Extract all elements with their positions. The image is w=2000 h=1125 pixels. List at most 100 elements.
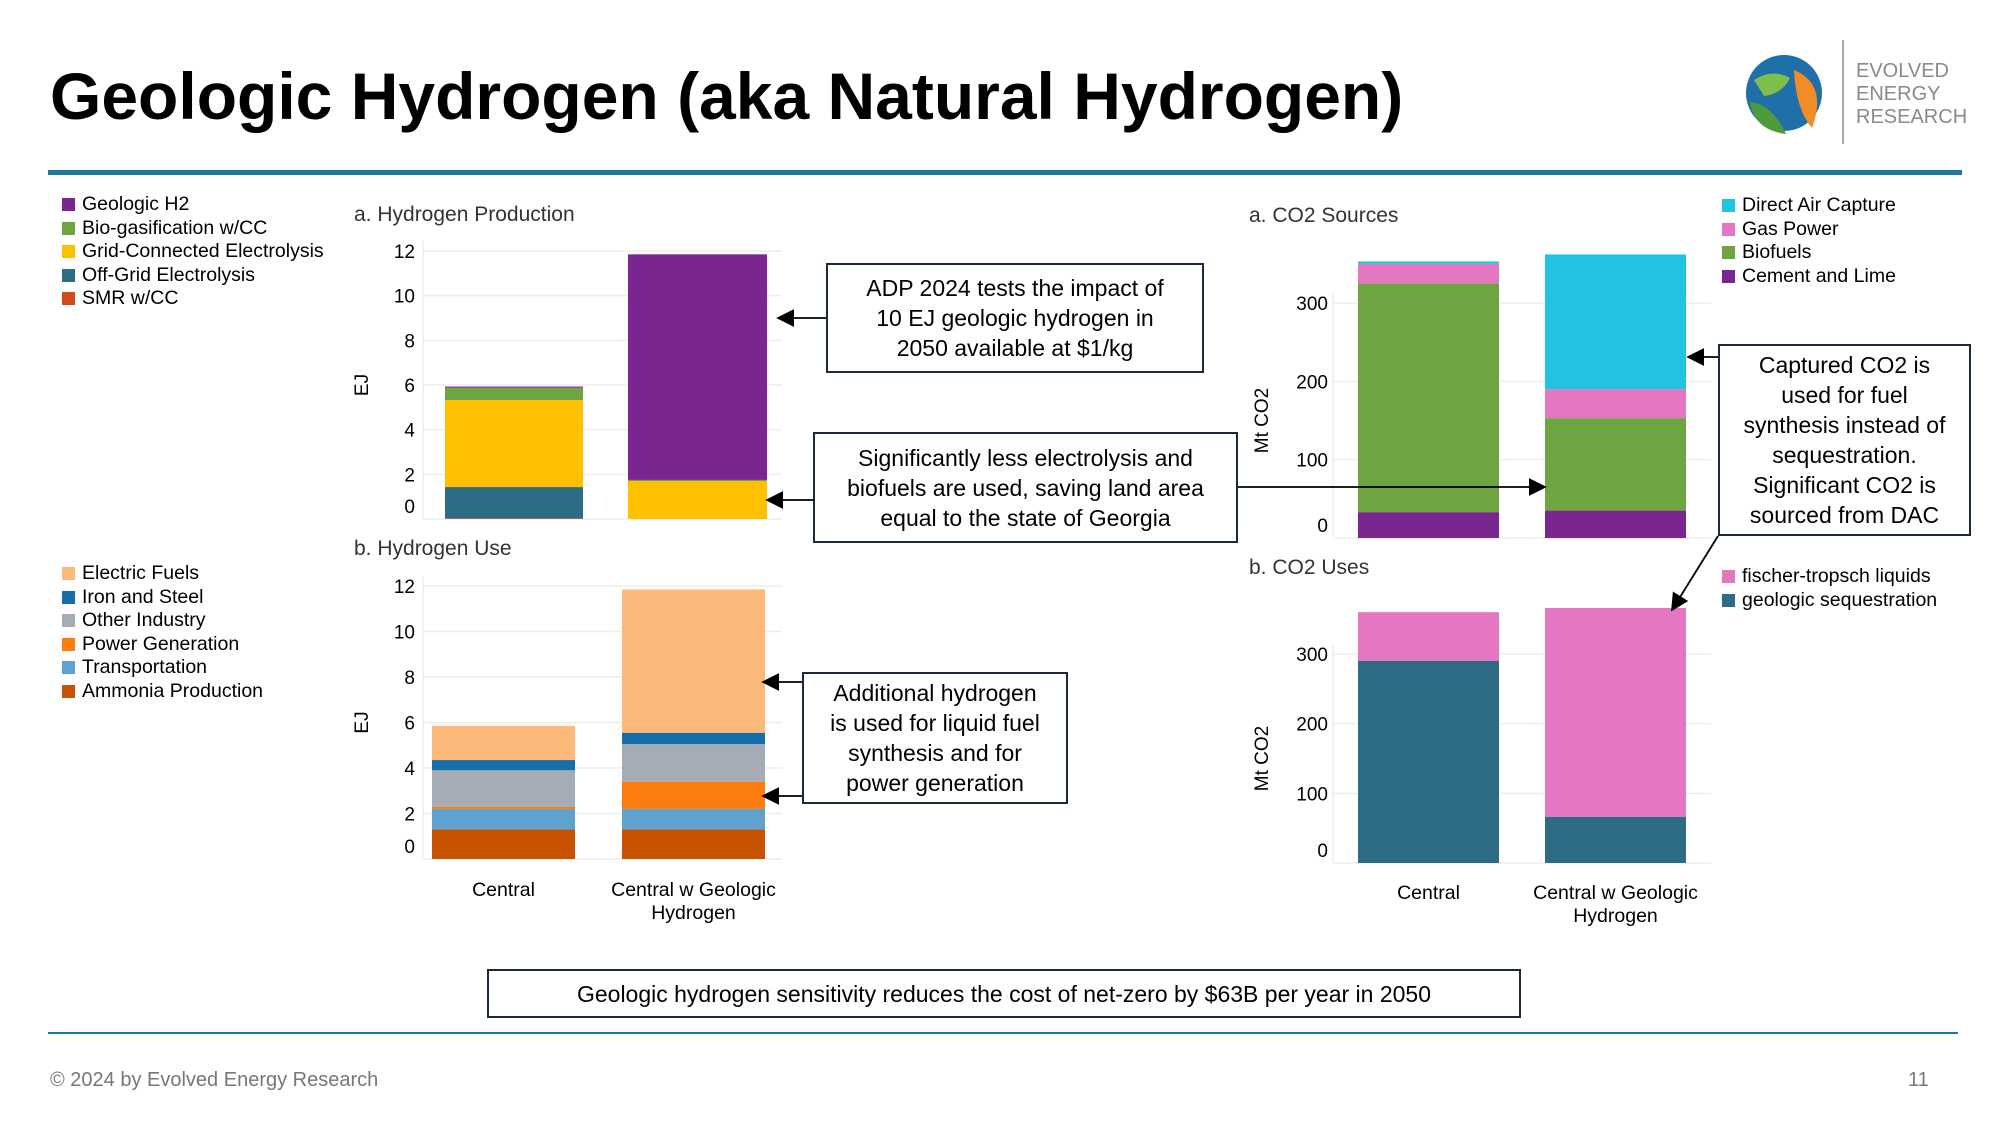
legend-item: fischer-tropsch liquids (1722, 565, 1937, 589)
y-axis-label: Mt CO2 (1252, 726, 1273, 791)
legend-item: SMR w/CC (62, 287, 324, 311)
y-tick-label: 10 (394, 623, 415, 644)
legend-item: Bio-gasification w/CC (62, 217, 324, 241)
x-tick-label: Hydrogen (1573, 905, 1658, 927)
y-tick-label: 8 (404, 668, 415, 689)
legend-swatch (1722, 222, 1735, 236)
bar-segment-iron-and-steel (432, 760, 575, 771)
bar-segment-direct-air-capture (1545, 254, 1686, 390)
legend-item: Transportation (62, 656, 263, 680)
y-tick-label: 6 (404, 714, 415, 735)
y-tick-label: 4 (404, 421, 415, 442)
bar-segment-power-generation (432, 806, 575, 809)
footer-rule (48, 1032, 1958, 1034)
bar-segment-other-industry (622, 744, 765, 782)
bar-segment-smr-w-cc (445, 518, 583, 519)
legend-item: Grid-Connected Electrolysis (62, 240, 324, 264)
logo-line: EVOLVED (1856, 60, 1949, 82)
legend-swatch (1722, 269, 1735, 283)
bar-segment-iron-and-steel (622, 732, 765, 745)
y-tick-label: 0 (1317, 841, 1328, 862)
callout-line: equal to the state of Georgia (880, 504, 1171, 531)
legend-co2-sources: Direct Air Capture Gas Power Biofuels Cemen… (1722, 194, 1896, 288)
legend-swatch (62, 661, 75, 675)
bar-segment-cement-and-lime (1358, 512, 1499, 538)
callout-line: used for fuel (1781, 382, 1908, 408)
legend-label: Power Generation (82, 632, 240, 655)
bar-segment-gas-power (1545, 389, 1686, 419)
chart-title: a. Hydrogen Production (354, 203, 575, 226)
y-tick-label: 8 (404, 331, 415, 352)
bar-segment-cement-and-lime (1545, 510, 1686, 538)
legend-use: Electric Fuels Iron and Steel Other Indust… (62, 562, 263, 703)
legend-item: Power Generation (62, 633, 263, 657)
callout-cost-summary: Geologic hydrogen sensitivity reduces th… (487, 969, 1521, 1018)
legend-swatch (1722, 570, 1735, 584)
y-tick-label: 12 (394, 242, 415, 263)
bar-segment-biofuels (1358, 283, 1499, 513)
callout-line: Significant CO2 is (1753, 472, 1936, 498)
x-tick-label: Central w Geologic (1533, 882, 1698, 904)
legend-swatch (62, 292, 75, 306)
legend-label: Biofuels (1742, 241, 1812, 263)
y-tick-label: 6 (404, 376, 415, 397)
legend-swatch (62, 590, 75, 604)
legend-item: Direct Air Capture (1722, 194, 1896, 218)
callout-line: sourced from DAC (1749, 502, 1940, 528)
x-tick-label: Central (1397, 882, 1460, 904)
legend-co2-uses: fischer-tropsch liquids geologic sequestr… (1722, 565, 1937, 612)
legend-swatch (62, 614, 75, 628)
bar-segment-biofuels (1545, 418, 1686, 511)
y-tick-label: 0 (404, 497, 415, 518)
globe-leaf-icon (1746, 55, 1822, 134)
callout-line: Geologic hydrogen sensitivity reduces th… (576, 980, 1432, 1007)
legend-label: Electric Fuels (82, 562, 200, 584)
bar-segment-direct-air-capture (1358, 261, 1499, 264)
y-tick-label: 100 (1296, 784, 1328, 805)
legend-swatch (62, 221, 75, 235)
bar-segment-other-industry (432, 770, 575, 807)
legend-swatch (62, 684, 75, 698)
y-tick-label: 10 (394, 287, 415, 308)
bar-segment-bio-gasification-w-cc (445, 387, 583, 400)
bar-segment-power-generation (622, 781, 765, 809)
y-tick-label: 0 (1317, 516, 1328, 537)
y-tick-label: 200 (1296, 372, 1328, 393)
callout-geologic-test: ADP 2024 tests the impact of 10 EJ geolo… (826, 263, 1204, 373)
legend-swatch (62, 245, 75, 259)
logo-line: ENERGY (1856, 83, 1941, 105)
legend-swatch (1722, 593, 1735, 607)
y-tick-label: 2 (404, 805, 415, 826)
legend-label: Ammonia Production (82, 679, 264, 702)
legend-item: Off-Grid Electrolysis (62, 264, 324, 288)
bar-segment-off-grid-electrolysis (445, 487, 583, 519)
callout-line: ADP 2024 tests the impact of (866, 275, 1164, 301)
legend-label: Other Industry (82, 609, 206, 631)
bar-segment-electric-fuels (622, 589, 765, 733)
bar-segment-gas-power (1358, 263, 1499, 284)
legend-item: Cement and Lime (1722, 265, 1896, 289)
bar-segment-geologic-sequestration (1358, 660, 1499, 863)
legend-swatch (62, 268, 75, 282)
y-tick-label: 12 (394, 577, 415, 598)
y-tick-label: 200 (1296, 715, 1328, 736)
logo-divider (1842, 40, 1844, 144)
callout-less-electrolysis: Significantly less electrolysis and biof… (813, 432, 1238, 543)
callout-line: power generation (846, 770, 1024, 796)
bar-segment-electric-fuels (432, 725, 575, 761)
legend-label: Grid-Connected Electrolysis (82, 240, 324, 262)
x-tick-label: Hydrogen (651, 902, 736, 924)
y-tick-label: 4 (404, 759, 415, 780)
y-tick-label: 0 (404, 837, 415, 858)
callout-line: Captured CO2 is (1758, 352, 1931, 378)
callout-line: biofuels are used, saving land area (847, 474, 1204, 501)
legend-swatch (62, 198, 75, 212)
bar-segment-fischer-tropsch-liquids (1358, 612, 1499, 661)
callout-line: synthesis and for (848, 740, 1022, 766)
legend-swatch (1722, 199, 1735, 213)
bar-segment-ammonia-production (622, 829, 765, 859)
legend-swatch (62, 567, 75, 581)
legend-item: Gas Power (1722, 218, 1896, 242)
y-axis-label: EJ (352, 374, 373, 396)
